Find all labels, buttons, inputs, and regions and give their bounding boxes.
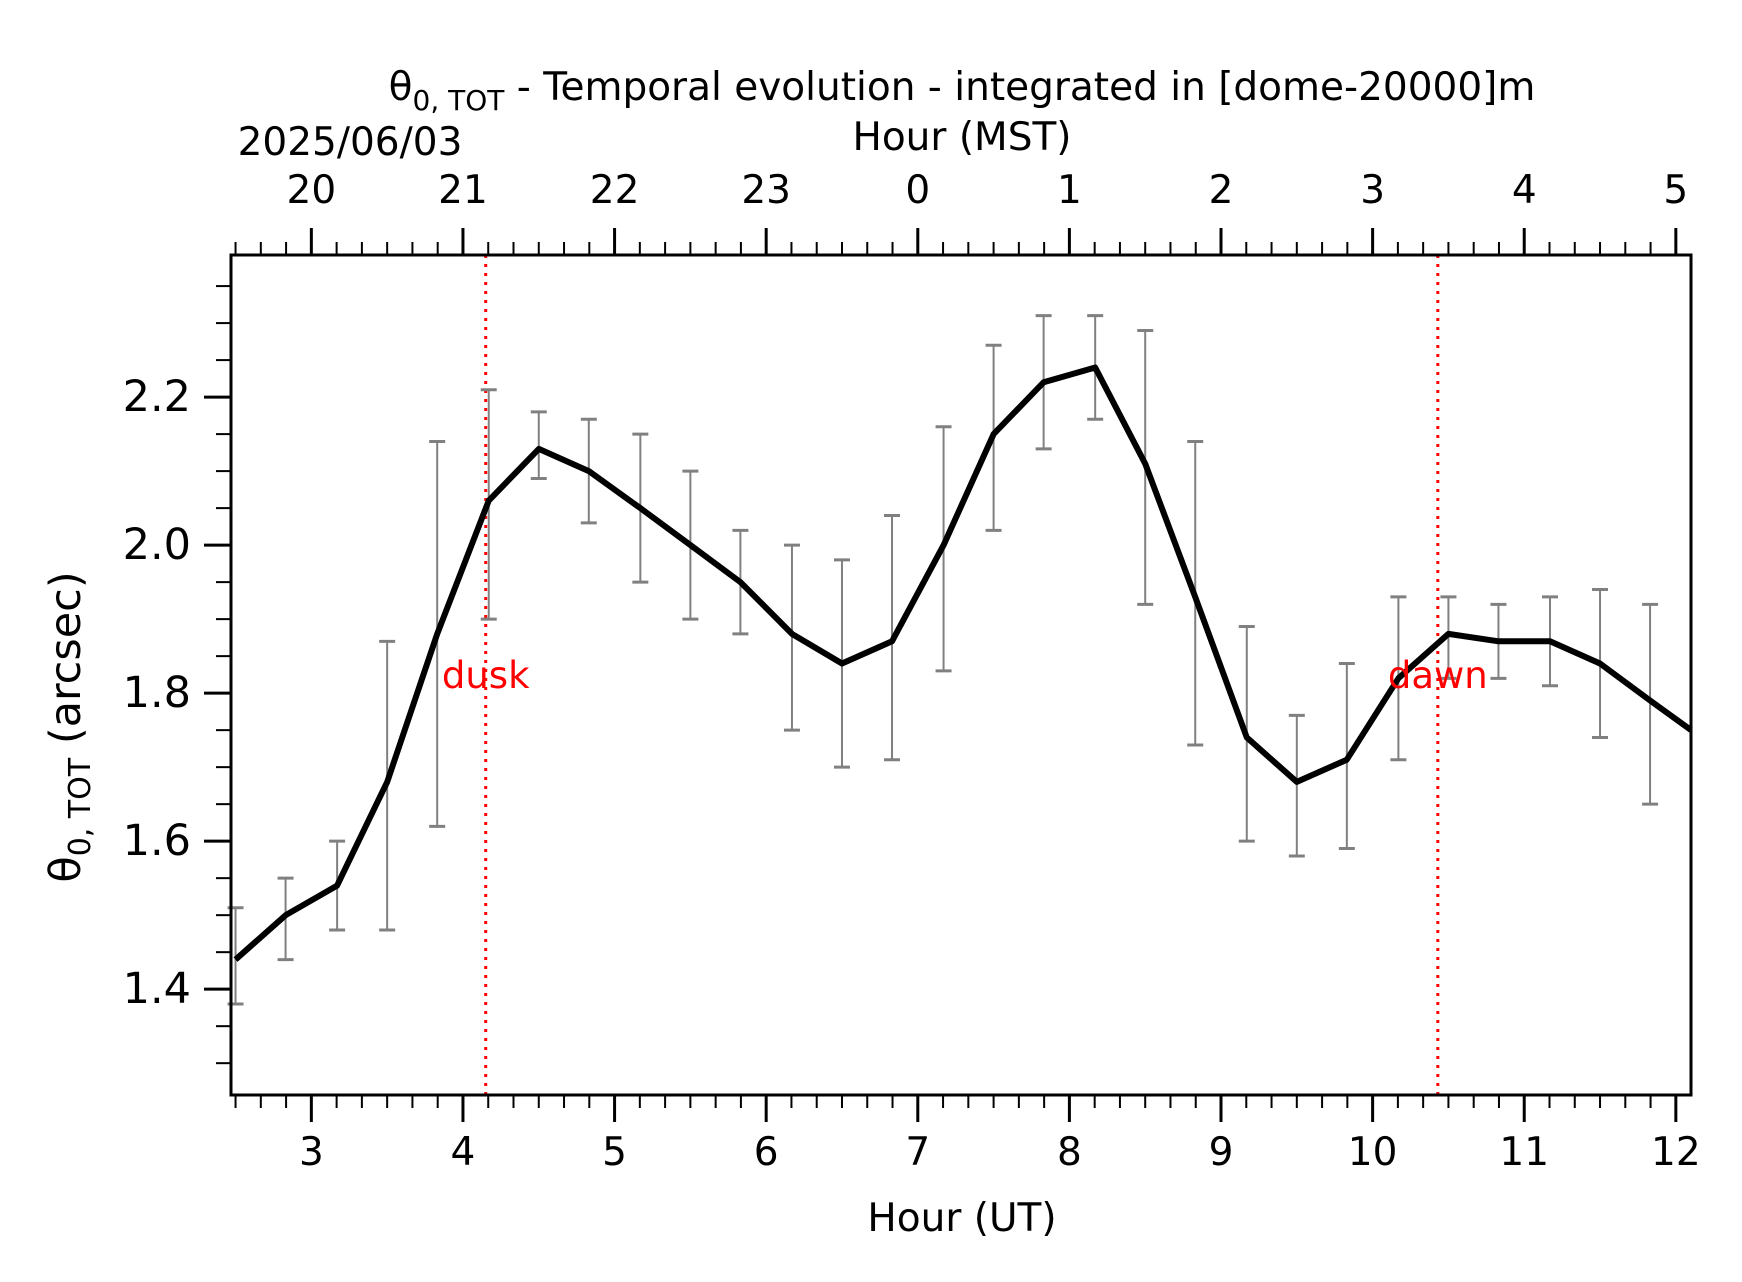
- y-tick-label: 2.0: [123, 520, 191, 570]
- vline-label-dusk: dusk: [442, 654, 530, 697]
- y-tick-label: 1.6: [123, 816, 191, 866]
- ylabel-symbol: θ: [41, 856, 91, 882]
- x2-tick-label: 22: [590, 168, 640, 213]
- x2-tick-label: 3: [1360, 168, 1385, 213]
- x-tick-label: 10: [1348, 1130, 1398, 1175]
- x2-tick-label: 23: [741, 168, 791, 213]
- ylabel-subscript: 0, TOT: [63, 757, 98, 856]
- x-axis-label: Hour (UT): [867, 1196, 1056, 1241]
- series-line: [233, 364, 1693, 962]
- y-axis-label: θ0, TOT (arcsec): [41, 571, 98, 882]
- x2-tick-label: 0: [905, 168, 930, 213]
- y-tick-label: 1.4: [123, 964, 191, 1014]
- svg-text:θ0, TOT (arcsec): θ0, TOT (arcsec): [41, 571, 98, 882]
- title-symbol: θ: [389, 65, 413, 110]
- x2-axis-ticks: 20 21 22 23 0 1 2 3 4 5: [234, 168, 1688, 255]
- title-subscript: 0, TOT: [413, 84, 506, 117]
- plot-frame: [229, 253, 1693, 1097]
- x-tick-label: 5: [602, 1130, 627, 1175]
- x-tick-label: 4: [451, 1130, 476, 1175]
- x2-tick-label: 20: [287, 168, 337, 213]
- x-tick-label: 7: [905, 1130, 930, 1175]
- errorbar: [783, 543, 800, 732]
- date-label: 2025/06/03: [238, 120, 463, 165]
- errorbar: [530, 410, 547, 481]
- title-rest: - Temporal evolution - integrated in [do…: [504, 65, 1535, 110]
- x-axis-ticks: 3 4 5 6 7 8 9 10 11 12: [234, 1095, 1701, 1175]
- x-tick-label: 6: [754, 1130, 779, 1175]
- errorbar: [1288, 713, 1305, 858]
- vline-labels: dusk dawn: [442, 654, 1488, 697]
- x2-axis-label: Hour (MST): [853, 115, 1072, 160]
- x-tick-label: 3: [299, 1130, 324, 1175]
- x-tick-label: 11: [1499, 1130, 1549, 1175]
- chart-title: θ0, TOT - Temporal evolution - integrate…: [389, 65, 1536, 117]
- y-tick-label: 1.8: [123, 668, 191, 718]
- errorbar: [1642, 602, 1659, 806]
- x2-tick-label: 1: [1057, 168, 1082, 213]
- x-tick-label: 12: [1651, 1130, 1701, 1175]
- x2-tick-label: 2: [1209, 168, 1234, 213]
- y-axis-ticks: 1.4 1.6 1.8 2.0 2.2: [123, 285, 231, 1065]
- x2-tick-label: 5: [1663, 168, 1688, 213]
- series-layer: [233, 364, 1693, 962]
- x-tick-label: 9: [1209, 1130, 1234, 1175]
- x2-tick-label: 4: [1512, 168, 1537, 213]
- y-tick-label: 2.2: [123, 372, 191, 422]
- x2-tick-label: 21: [438, 168, 488, 213]
- x-tick-label: 8: [1057, 1130, 1082, 1175]
- ylabel-rest: (arcsec): [41, 571, 91, 757]
- svg-text:θ0, TOT - Temporal evolution -: θ0, TOT - Temporal evolution - integrate…: [389, 65, 1536, 117]
- vline-label-dawn: dawn: [1388, 654, 1488, 697]
